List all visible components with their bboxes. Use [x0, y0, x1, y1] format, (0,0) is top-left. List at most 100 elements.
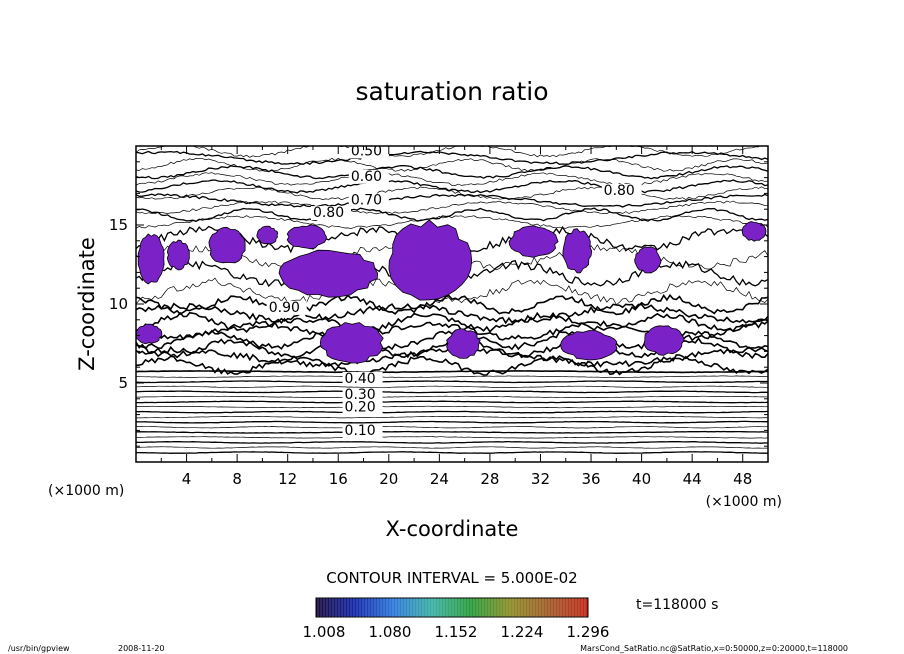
- contour-label: 0.80: [313, 205, 344, 221]
- contour-label: 0.50: [351, 143, 382, 159]
- contour-line: [136, 355, 768, 376]
- supersaturated-region: [136, 323, 163, 345]
- contour-label-bg: [310, 206, 351, 221]
- x-tick-label: 12: [278, 470, 297, 488]
- x-axis-label: X-coordinate: [386, 517, 519, 541]
- contour-label: 0.80: [604, 183, 635, 199]
- contour-lines: [136, 146, 768, 454]
- contour-label-bg: [348, 169, 389, 184]
- contour-line: [136, 410, 768, 414]
- contour-label: 0.10: [345, 423, 376, 439]
- contour-line: [136, 375, 768, 378]
- colorbar-tick-label: 1.152: [435, 623, 478, 641]
- contour-line: [136, 446, 768, 449]
- footer-date: 2008-11-20: [118, 644, 165, 653]
- supersaturated-region: [166, 239, 190, 271]
- supersaturated-region: [634, 246, 662, 274]
- contour-label-bg: [601, 183, 642, 198]
- contour-label-bg: [348, 193, 389, 208]
- contour-line: [136, 179, 768, 194]
- contour-label-bg: [342, 372, 383, 386]
- supersaturated-region: [137, 233, 165, 285]
- supersaturated-region: [388, 219, 473, 301]
- colorbar-bar: [315, 597, 589, 618]
- x-tick-label: 4: [182, 470, 192, 488]
- contour-label: 0.60: [351, 169, 382, 185]
- supersaturated-region: [508, 225, 559, 258]
- y-axis-unit: (×1000 m): [48, 483, 124, 499]
- supersaturated-regions: [136, 219, 767, 364]
- x-tick-label: 16: [329, 470, 348, 488]
- contour-line: [136, 150, 768, 165]
- contour-line: [136, 370, 768, 374]
- contour-label: 0.30: [345, 387, 376, 403]
- contour-labels: 0.50 0.60 0.70 0.80 0.80 0.90 0.400.300.20 0.10: [266, 143, 642, 439]
- y-tick-label: 15: [109, 216, 128, 234]
- supersaturated-region: [741, 221, 767, 242]
- contour-line: [136, 405, 768, 409]
- contour-line: [136, 186, 768, 201]
- supersaturated-region: [643, 325, 685, 356]
- x-axis-unit: (×1000 m): [706, 494, 782, 510]
- x-tick-label: 8: [232, 470, 242, 488]
- contour-line: [136, 420, 768, 424]
- colorbar-stripes: [317, 598, 586, 617]
- contour-line: [136, 426, 768, 429]
- x-tick-label: 32: [531, 470, 550, 488]
- plot-frame: [135, 145, 769, 463]
- contour-interval-text: CONTOUR INTERVAL = 5.000E-02: [326, 569, 577, 587]
- contour-label-bg: [348, 146, 389, 159]
- footer-source: MarsCond_SatRatio.nc@SatRatio,x=0:50000,…: [580, 644, 848, 653]
- x-tick-label: 48: [733, 470, 752, 488]
- contour-line: [136, 215, 768, 229]
- contour-label: 0.40: [345, 371, 376, 387]
- contour-label: 0.70: [351, 192, 382, 208]
- contour-line: [136, 157, 768, 172]
- contour-line: [136, 385, 768, 388]
- contour-line: [136, 207, 768, 223]
- colorbar-tick-label: 1.224: [501, 623, 544, 641]
- x-tick-label: 40: [632, 470, 651, 488]
- contour-line: [136, 172, 768, 186]
- x-tick-label: 24: [430, 470, 449, 488]
- contour-line: [136, 440, 768, 444]
- contour-line: [136, 416, 768, 419]
- x-tick-label: 44: [683, 470, 702, 488]
- contour-label-bg: [342, 424, 383, 439]
- contour-line: [136, 395, 768, 399]
- supersaturated-region: [319, 322, 384, 364]
- contour-line: [136, 390, 768, 394]
- x-tick-label: 28: [480, 470, 499, 488]
- colorbar-tick-label: 1.080: [369, 623, 412, 641]
- y-axis-label: Z-coordinate: [75, 237, 99, 371]
- y-tick-label: 5: [118, 374, 128, 392]
- footer-program: /usr/bin/gpview: [8, 644, 70, 653]
- contour-line: [136, 436, 768, 439]
- contour-line: [136, 302, 768, 325]
- contour-label: 0.90: [269, 300, 300, 316]
- contour-line: [136, 277, 768, 305]
- time-text: t=118000 s: [636, 597, 718, 613]
- contour-line: [136, 200, 768, 215]
- supersaturated-region: [562, 228, 593, 274]
- supersaturated-region: [446, 328, 481, 359]
- contour-label-bg: [342, 387, 383, 402]
- contour-label-bg: [266, 300, 307, 315]
- colorbar-tick-label: 1.296: [567, 623, 610, 641]
- contour-label: 0.20: [345, 399, 376, 415]
- supersaturated-region: [560, 330, 618, 361]
- x-tick-label: 20: [379, 470, 398, 488]
- contour-line: [136, 430, 768, 434]
- contour-label-bg: [342, 400, 383, 415]
- chart-title: saturation ratio: [355, 77, 548, 106]
- contour-line: [136, 146, 768, 158]
- x-tick-label: 36: [581, 470, 600, 488]
- colorbar-labels: 1.008 1.080 1.152 1.224 1.296: [303, 623, 610, 641]
- x-axis-ticks: 4 8 12 16 20 24 28 32 36 40 44 48: [160, 146, 769, 488]
- contour-line: [136, 165, 768, 180]
- colorbar-tick-label: 1.008: [303, 623, 346, 641]
- supersaturated-region: [286, 224, 327, 250]
- supersaturated-region: [208, 226, 246, 264]
- colorbar: 1.008 1.080 1.152 1.224 1.296: [303, 597, 610, 641]
